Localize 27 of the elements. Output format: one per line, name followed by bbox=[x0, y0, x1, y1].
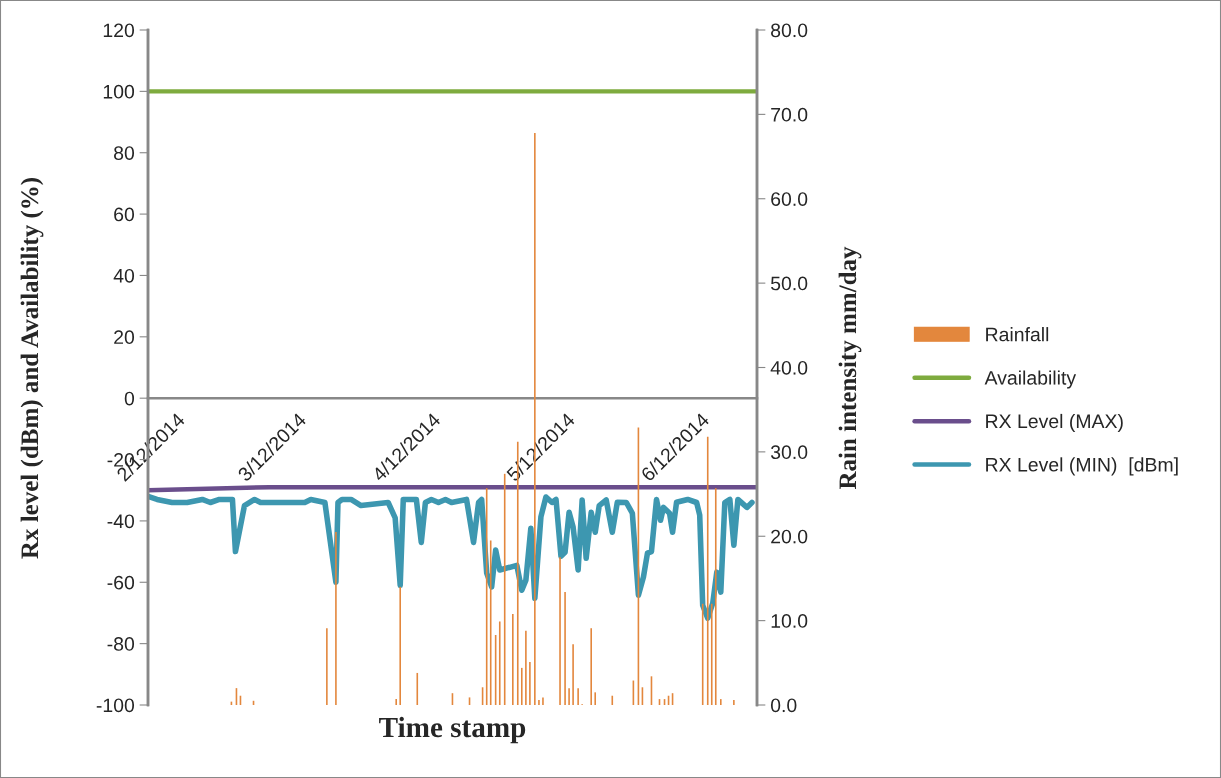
y-tick-label: -60 bbox=[107, 575, 135, 590]
y2-tick-label: 80.0 bbox=[771, 23, 808, 38]
legend-label: RX Level (MIN) [dBm] bbox=[986, 457, 1178, 476]
y-tick-label: 0 bbox=[124, 391, 135, 406]
y-tick-label: 40 bbox=[113, 268, 135, 283]
y-axis-title: Rx level (dBm) and Availability (%) bbox=[20, 178, 44, 559]
y2-axis-title: Rain intensity mm/day bbox=[838, 246, 862, 490]
y-tick-label: 100 bbox=[103, 84, 135, 99]
y2-tick-label: 0.0 bbox=[770, 698, 797, 713]
y-tick-label: 80 bbox=[114, 146, 135, 160]
y2-tick-label: 20.0 bbox=[771, 529, 808, 544]
y2-tick-label: 30.0 bbox=[770, 445, 808, 460]
legend-label: RX Level (MAX) bbox=[986, 413, 1123, 433]
y2-tick-label: 60.0 bbox=[771, 192, 808, 206]
y-tick-label: -100 bbox=[96, 698, 135, 713]
y2-tick-label: 50.0 bbox=[770, 276, 808, 291]
x-axis-title: Time stamp bbox=[379, 716, 526, 744]
legend-label: Availability bbox=[984, 370, 1077, 389]
y-tick-label: -40 bbox=[107, 514, 135, 529]
y-tick-label: 20 bbox=[114, 330, 135, 345]
y2-tick-label: 10.0 bbox=[771, 614, 808, 628]
legend-label: Rainfall bbox=[986, 327, 1049, 342]
y-tick-label: -80 bbox=[107, 637, 135, 651]
y2-tick-label: 70.0 bbox=[771, 107, 808, 122]
y2-tick-label: 40.0 bbox=[770, 360, 808, 375]
y-tick-label: 120 bbox=[103, 23, 135, 38]
y-tick-label: 60 bbox=[114, 207, 135, 222]
